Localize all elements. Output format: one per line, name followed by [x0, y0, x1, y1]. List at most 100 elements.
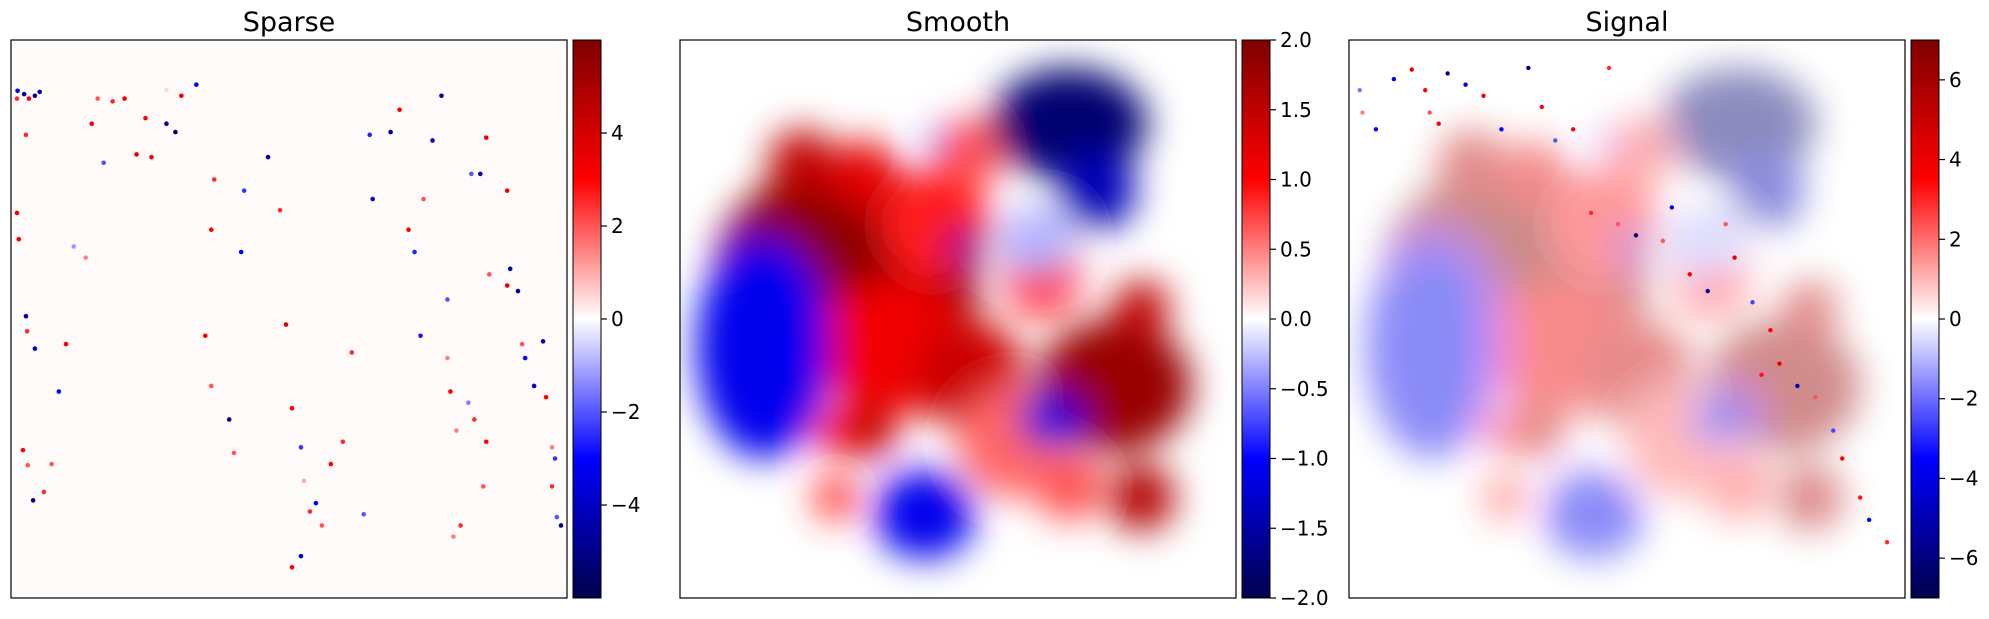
smooth-blob — [924, 129, 947, 152]
signal-blob — [1615, 229, 1650, 264]
sparse-point — [14, 96, 20, 101]
signal-blob — [1688, 391, 1755, 448]
signal-point — [1606, 65, 1612, 71]
sparse-point — [298, 445, 304, 450]
sparse-point — [30, 498, 36, 503]
signal-plot-frame — [1348, 39, 1906, 599]
sparse-point — [370, 196, 375, 202]
colorbar-tick-label: 2 — [611, 214, 624, 238]
sparse-point — [231, 450, 237, 456]
smooth-field — [696, 67, 1192, 559]
signal-point — [1723, 221, 1728, 227]
sparse-point — [289, 565, 295, 570]
sparse-point — [361, 512, 367, 517]
signal-point — [1866, 517, 1872, 523]
sparse-point — [483, 135, 489, 140]
signal-title: Signal — [1586, 7, 1669, 38]
signal-colorbar-gradient — [1910, 39, 1940, 599]
sparse-point — [458, 523, 463, 528]
smooth-blob — [1108, 464, 1175, 532]
sparse-point — [211, 177, 217, 182]
sparse-point — [448, 389, 453, 394]
colorbar-tick-label: 0.0 — [1280, 307, 1312, 331]
sparse-point — [164, 87, 169, 93]
signal-point — [1436, 121, 1441, 126]
colorbar-tick-label: 6 — [1949, 68, 1962, 92]
sparse-point — [472, 417, 477, 422]
colorbar-tick-label: −2 — [611, 400, 640, 424]
signal-point — [1768, 327, 1773, 333]
sparse-point — [20, 447, 26, 453]
sparse-point — [83, 255, 89, 260]
smooth-blob — [880, 168, 992, 280]
sparse-point — [307, 509, 313, 514]
sparse-point — [173, 129, 178, 135]
sparse-point — [430, 138, 435, 143]
sparse-point — [469, 171, 474, 177]
signal-point — [1553, 138, 1558, 143]
sparse-colorbar-ticks: 4 2 0 −2 −4 — [601, 121, 640, 517]
signal-field — [1365, 67, 1861, 559]
signal-blob — [1437, 129, 1505, 197]
sparse-point — [486, 272, 492, 277]
sparse-point — [454, 428, 459, 433]
colorbar-tick-label: 1.0 — [1280, 168, 1312, 192]
sparse-point — [466, 400, 471, 406]
sparse-point — [37, 89, 42, 95]
sparse-point — [164, 121, 169, 126]
sparse-point — [49, 461, 54, 467]
signal-point — [1705, 288, 1710, 294]
smooth-blob — [841, 402, 897, 459]
signal-points — [1357, 65, 1890, 545]
colorbar-tick-label: −1.0 — [1280, 447, 1329, 471]
sparse-point — [451, 534, 456, 539]
smooth-blob — [768, 129, 836, 197]
colorbar-tick-label: 2 — [1949, 227, 1962, 251]
sparse-point — [95, 96, 100, 101]
sparse-point — [110, 99, 115, 104]
sparse-point — [340, 439, 346, 445]
signal-point — [1732, 255, 1737, 260]
sparse-point — [16, 236, 22, 242]
sparse-point — [15, 88, 20, 94]
sparse-point — [504, 283, 510, 288]
signal-blob — [1593, 129, 1616, 152]
sparse-point — [328, 461, 334, 467]
sparse-point — [298, 553, 304, 559]
sparse-point — [445, 297, 450, 302]
signal-point — [1360, 110, 1365, 115]
signal-colorbar-ticks: 6 4 2 0 −2 −4 −6 — [1939, 68, 1978, 570]
signal-point — [1445, 71, 1450, 76]
smooth-blob — [1058, 151, 1136, 230]
sparse-point — [32, 93, 38, 99]
sparse-point — [445, 355, 450, 361]
colorbar-tick-label: −2 — [1949, 387, 1978, 411]
colorbar-tick-label: −6 — [1949, 546, 1978, 570]
smooth-blob — [996, 207, 1075, 275]
smooth-blob — [946, 229, 981, 264]
sparse-point — [549, 484, 555, 489]
sparse-point — [238, 249, 244, 255]
sparse-point — [194, 82, 199, 87]
signal-blob — [1660, 67, 1817, 180]
sparse-point — [421, 196, 426, 202]
signal-point — [1840, 456, 1845, 461]
smooth-blob — [1019, 391, 1086, 448]
smooth-blob — [813, 475, 858, 520]
sparse-point — [554, 514, 560, 520]
signal-point — [1750, 300, 1755, 305]
sparse-point — [25, 462, 31, 468]
colorbar-sparse: 4 2 0 −2 −4 — [572, 39, 640, 599]
sparse-point — [289, 405, 295, 411]
sparse-point — [23, 313, 29, 319]
sparse-point — [56, 389, 62, 394]
smooth-blob — [991, 67, 1148, 180]
signal-blob — [1604, 118, 1672, 186]
sparse-point — [203, 333, 208, 339]
signal-point — [1409, 67, 1414, 72]
smooth-blob — [830, 140, 897, 208]
sparse-point — [531, 383, 537, 389]
signal-blob — [1510, 402, 1566, 459]
signal-point — [1588, 210, 1594, 216]
signal-point — [1373, 127, 1379, 132]
